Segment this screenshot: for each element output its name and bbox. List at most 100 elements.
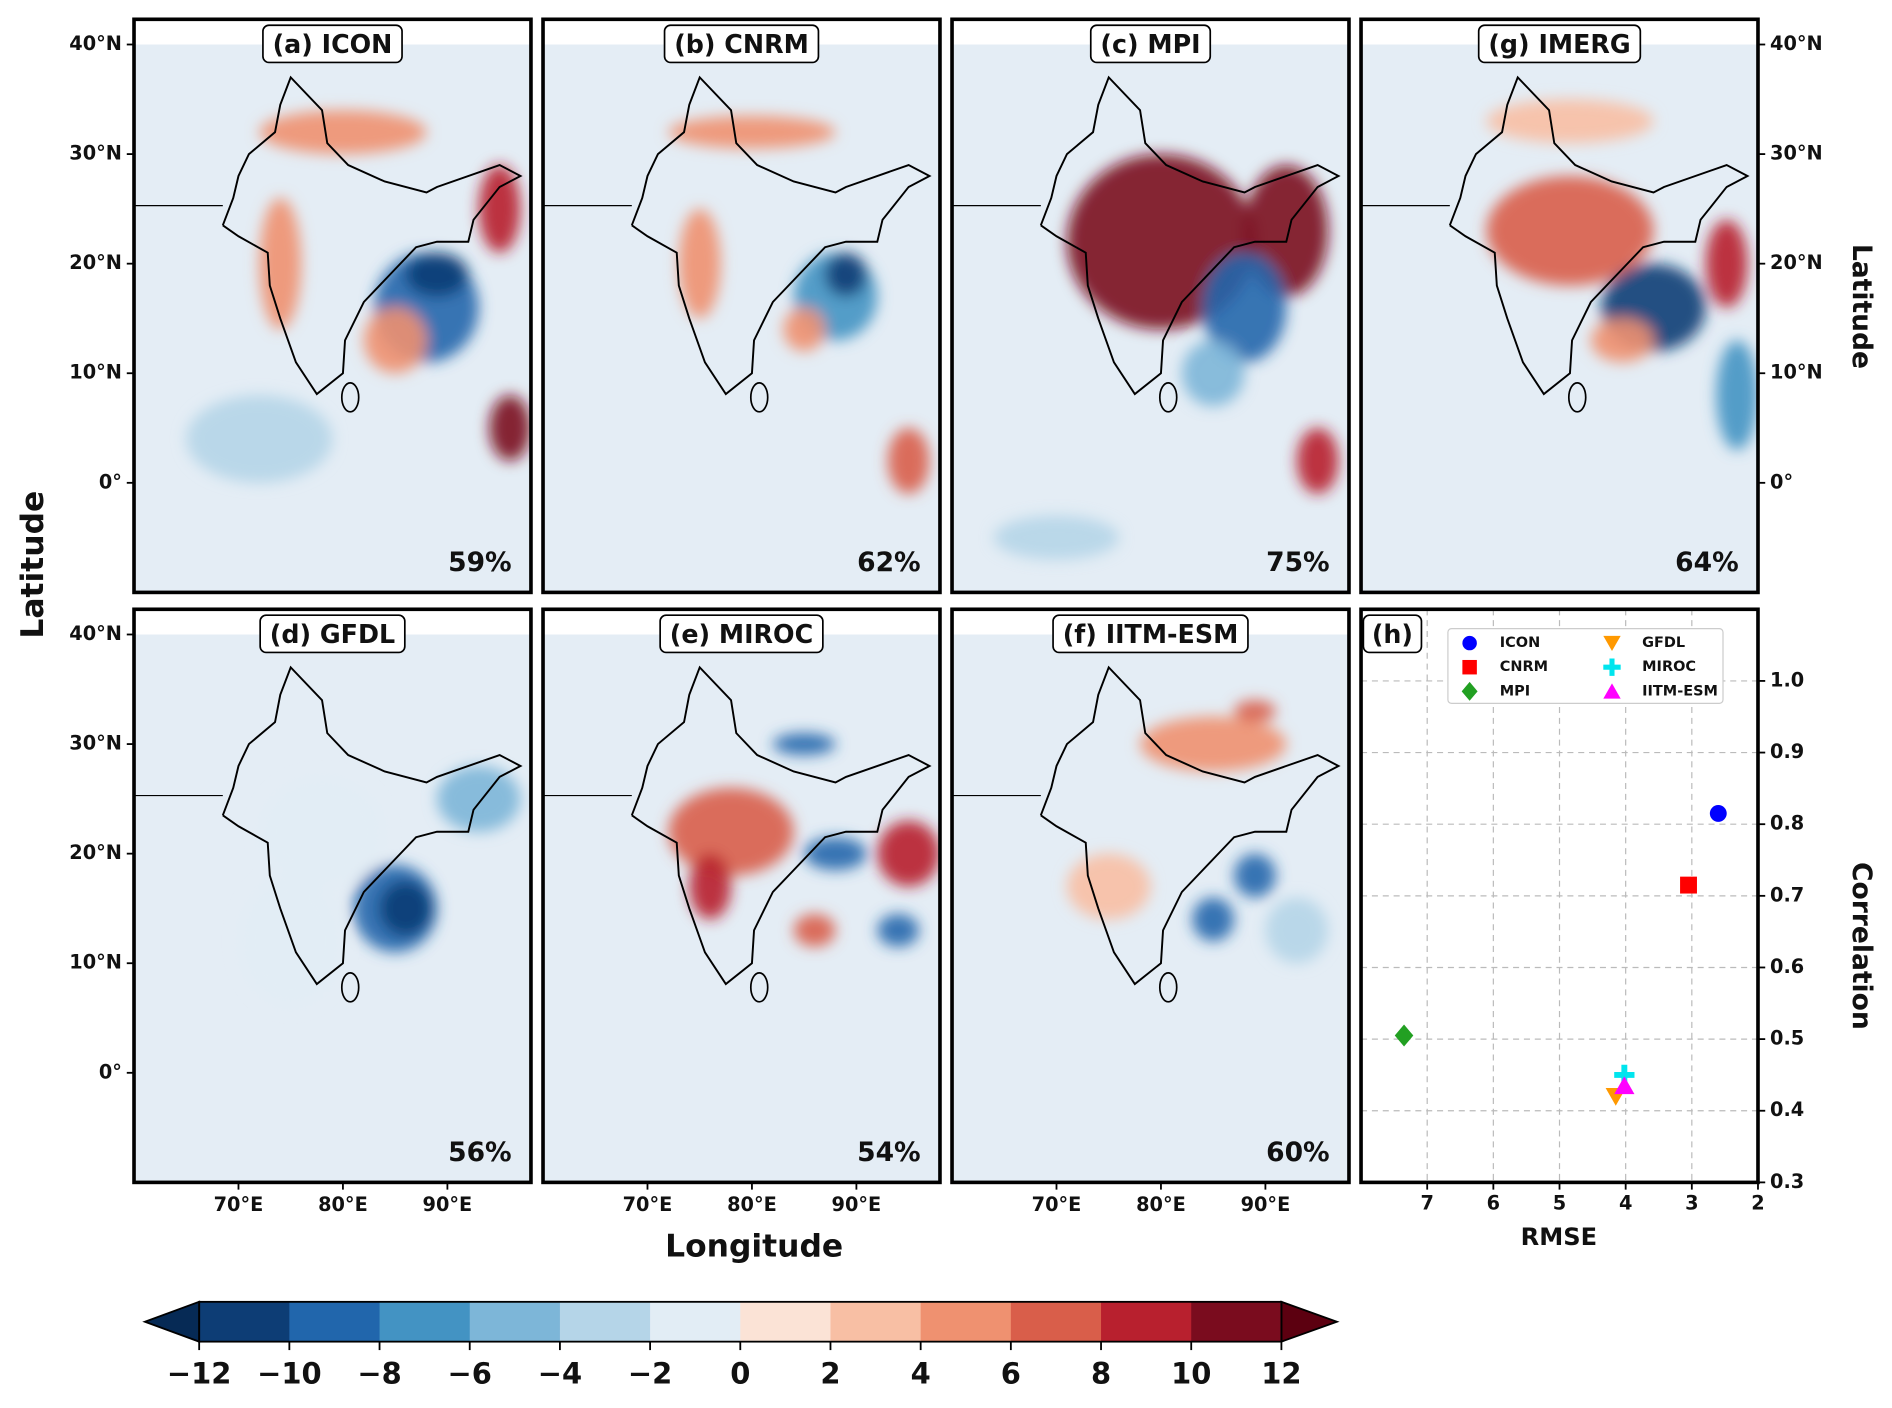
field bbox=[1486, 99, 1758, 450]
colorbar-bin bbox=[289, 1301, 381, 1342]
field-blob bbox=[877, 820, 940, 887]
map bbox=[1361, 19, 1758, 593]
map bbox=[543, 609, 940, 1183]
y-tick-label: 1.0 bbox=[1770, 668, 1804, 691]
panel-frame bbox=[1359, 607, 1760, 1185]
colorbar-tick-label: 8 bbox=[1091, 1356, 1111, 1390]
panel-label-box bbox=[1362, 614, 1423, 654]
panel-score: 62% bbox=[857, 547, 921, 578]
map bbox=[952, 609, 1349, 1183]
map bbox=[134, 19, 531, 593]
x-tick-label: 90°E bbox=[423, 1193, 473, 1216]
field-blob bbox=[436, 765, 521, 832]
y-tick-label: 0.7 bbox=[1770, 883, 1804, 906]
field-blob bbox=[1140, 716, 1287, 772]
y-tick-label: 30°N bbox=[69, 732, 122, 755]
field bbox=[668, 115, 930, 494]
panel-label-box bbox=[1477, 24, 1642, 64]
y-tick-label: 0° bbox=[1770, 470, 1793, 493]
panel-frame bbox=[1359, 17, 1760, 595]
y-tick-label: 40°N bbox=[69, 32, 122, 55]
panel-frame bbox=[132, 17, 533, 595]
panel-label: (h) bbox=[1372, 619, 1413, 649]
field-blob bbox=[1705, 219, 1748, 308]
colorbar-tick-label: −10 bbox=[257, 1356, 322, 1390]
panel-frame bbox=[132, 607, 533, 1185]
coastline bbox=[1158, 382, 1178, 413]
field-blob bbox=[1234, 700, 1276, 723]
y-tick-label: 40°N bbox=[69, 622, 122, 645]
panel-label-box bbox=[663, 24, 820, 64]
point bbox=[1462, 635, 1477, 651]
colorbar-bin bbox=[199, 1301, 290, 1342]
field-blob bbox=[825, 252, 867, 297]
field-blob bbox=[1181, 340, 1245, 407]
colorbar-bin bbox=[559, 1301, 651, 1342]
panel-label: (g) IMERG bbox=[1488, 29, 1630, 59]
colorbar-extend bbox=[142, 1300, 201, 1343]
panel-score: 75% bbox=[1266, 547, 1330, 578]
field-blob bbox=[1486, 99, 1654, 144]
panel-label-box bbox=[659, 614, 824, 654]
point bbox=[1680, 876, 1697, 894]
field-blob bbox=[405, 252, 469, 297]
colorbar-bin bbox=[1191, 1301, 1283, 1342]
coastline bbox=[1039, 75, 1341, 396]
coastline bbox=[1448, 75, 1750, 396]
colorbar-tick-label: 12 bbox=[1261, 1356, 1301, 1390]
panel-label: (a) ICON bbox=[273, 29, 393, 59]
y-tick-label: 20°N bbox=[69, 841, 122, 864]
field-blob bbox=[772, 733, 836, 756]
colorbar-extend bbox=[1280, 1300, 1340, 1343]
coastline bbox=[630, 665, 932, 986]
colorbar-bin bbox=[830, 1301, 922, 1342]
field-blob bbox=[1192, 897, 1235, 942]
colorbar-bin bbox=[740, 1301, 832, 1342]
colorbar-bin bbox=[1010, 1301, 1102, 1342]
colorbar-tick-label: −6 bbox=[448, 1356, 492, 1390]
field-blob bbox=[259, 110, 427, 155]
panel-score: 60% bbox=[1266, 1137, 1330, 1168]
y-tick-label: 30°N bbox=[1770, 142, 1823, 165]
field-blob bbox=[238, 875, 343, 1008]
map bbox=[134, 609, 531, 1183]
y-tick-label: 0.9 bbox=[1770, 740, 1804, 763]
field-blob bbox=[668, 115, 836, 149]
colorbar-tick-label: 10 bbox=[1171, 1356, 1211, 1390]
colorbar-tick-label: −4 bbox=[538, 1356, 582, 1390]
point bbox=[1603, 683, 1621, 699]
panel-score: 56% bbox=[448, 1137, 512, 1168]
field-blob bbox=[993, 515, 1120, 560]
field-blob bbox=[1202, 252, 1287, 363]
panel-label: (f) IITM-ESM bbox=[1063, 619, 1239, 649]
panel-score: 54% bbox=[857, 1137, 921, 1168]
field-blob bbox=[877, 913, 920, 947]
legend-label: MPI bbox=[1500, 683, 1530, 699]
x-axis-title: Longitude bbox=[665, 1229, 843, 1265]
coastline bbox=[340, 972, 360, 1003]
x-tick-label: 70°E bbox=[214, 1193, 264, 1216]
x-tick-label: 80°E bbox=[1136, 1193, 1186, 1216]
field-blob bbox=[186, 395, 333, 483]
panel-label-box bbox=[1089, 24, 1212, 64]
scatter-y-title: Correlation bbox=[1846, 862, 1877, 1030]
coastline bbox=[340, 382, 360, 413]
point bbox=[1614, 1064, 1635, 1086]
field-blob bbox=[259, 197, 302, 330]
colorbar-bin bbox=[379, 1301, 471, 1342]
coastline bbox=[1039, 665, 1341, 986]
field-blob bbox=[259, 776, 385, 887]
coastline bbox=[749, 382, 769, 413]
field-blob bbox=[363, 307, 427, 374]
x-tick-label: 70°E bbox=[623, 1193, 673, 1216]
field-blob bbox=[1265, 897, 1329, 964]
x-tick-label: 2 bbox=[1751, 1192, 1764, 1215]
field bbox=[993, 154, 1339, 560]
point bbox=[1394, 1024, 1414, 1047]
field-blob bbox=[478, 165, 521, 253]
y-tick-label: 0° bbox=[99, 1060, 122, 1083]
legend-label: GFDL bbox=[1642, 635, 1685, 651]
x-tick-label: 80°E bbox=[318, 1193, 368, 1216]
y-tick-label: 20°N bbox=[1770, 251, 1823, 274]
